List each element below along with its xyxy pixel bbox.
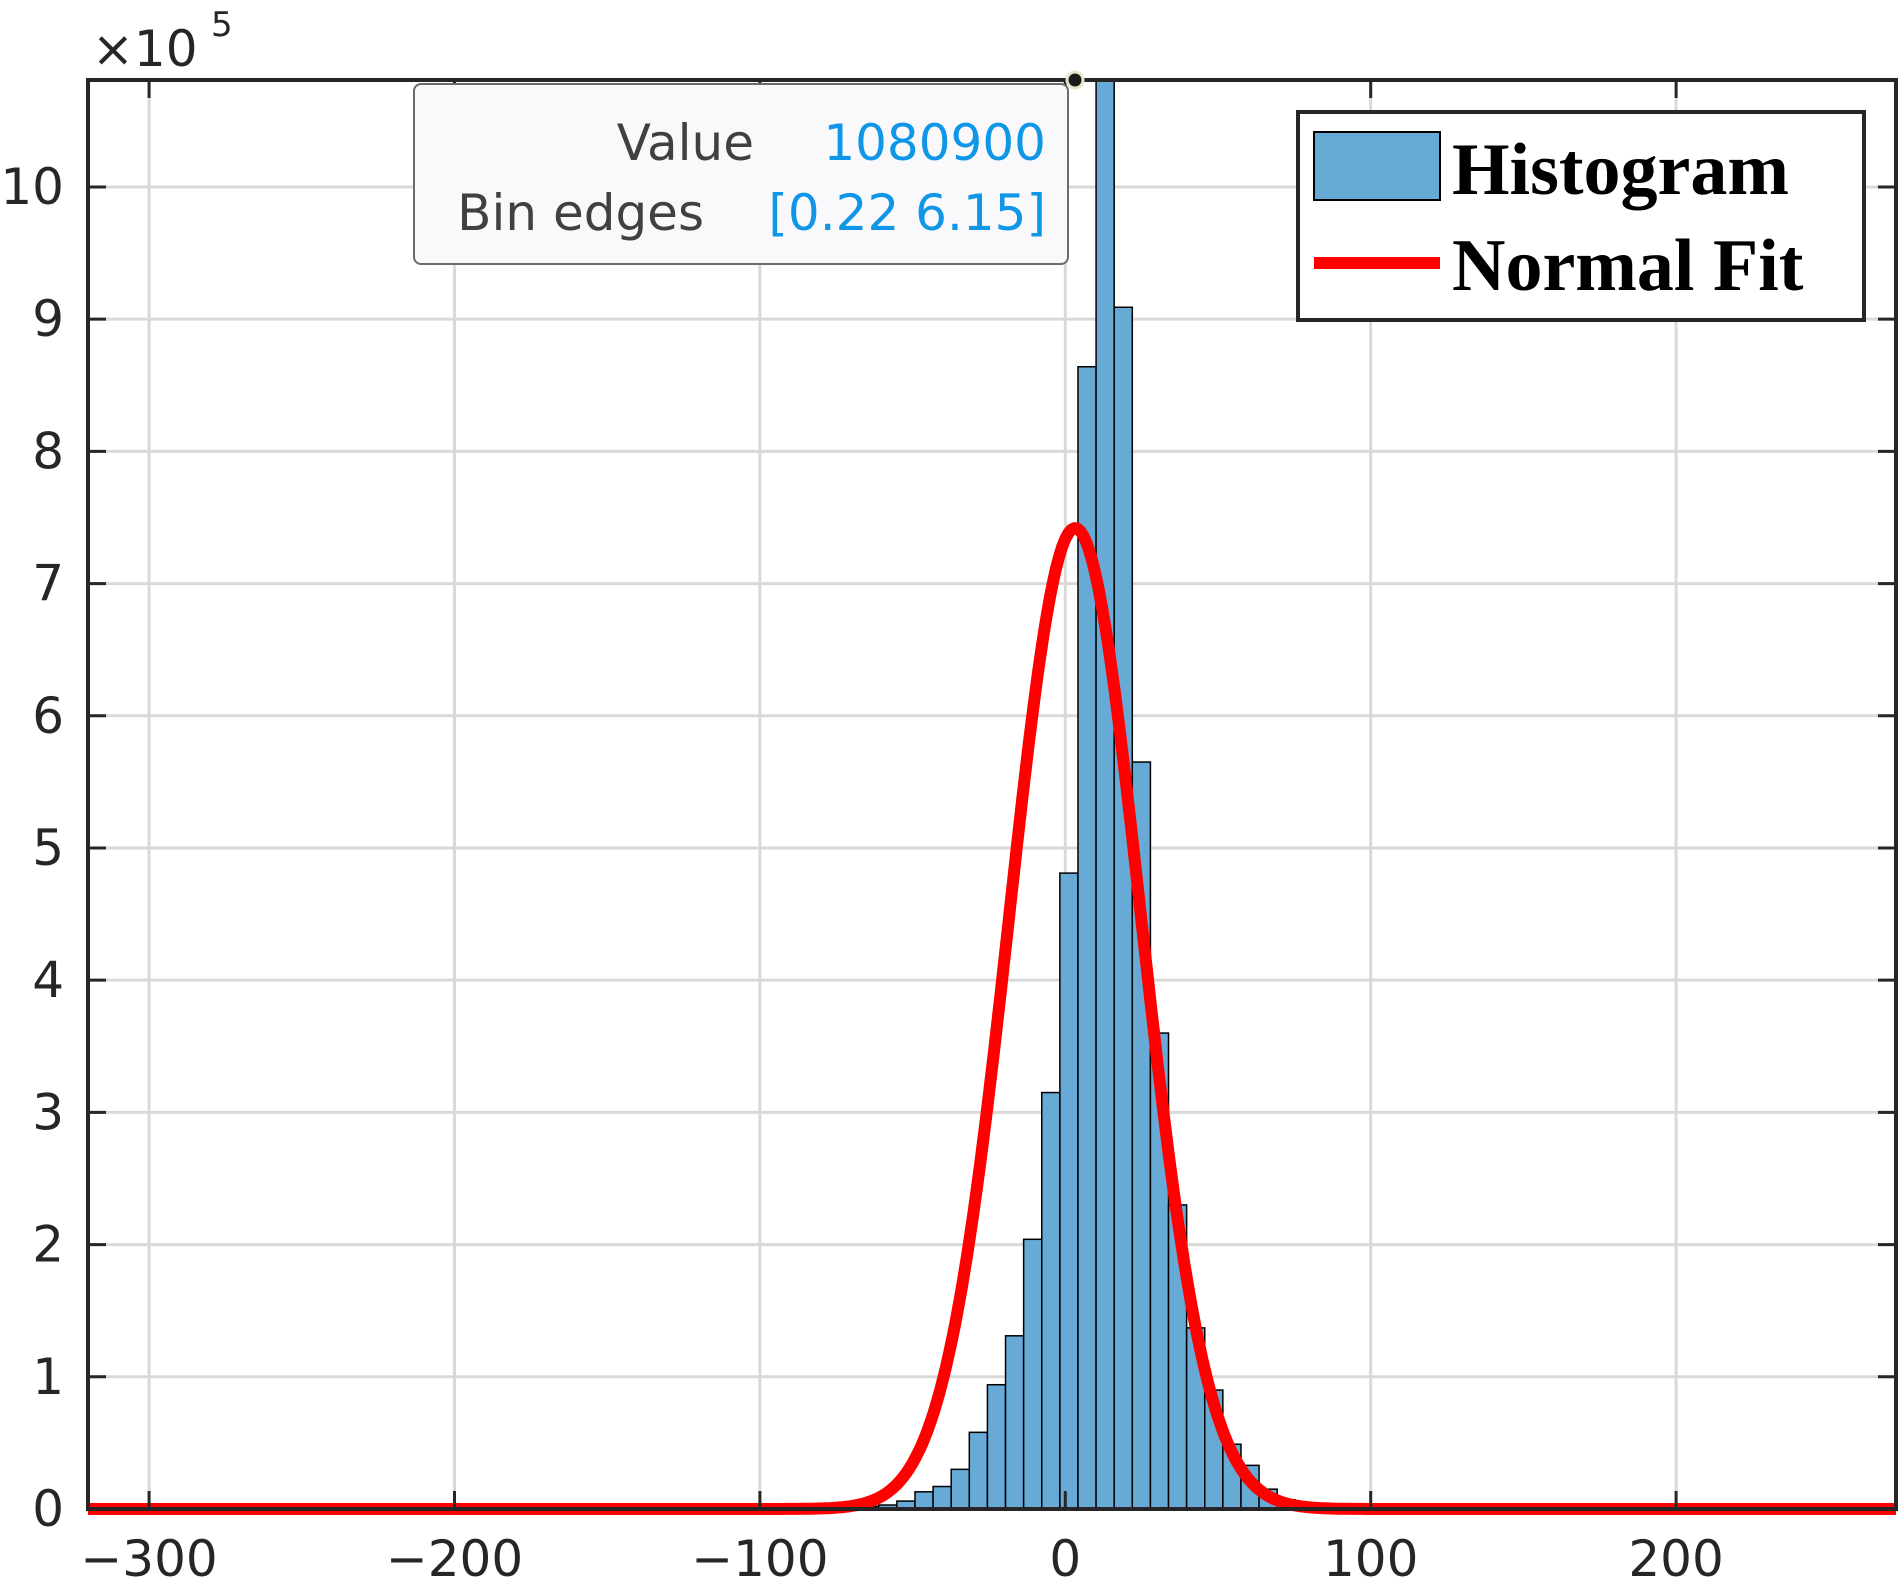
y-tick-label: 0 — [32, 1480, 64, 1538]
histogram-bar[interactable] — [968, 1431, 989, 1510]
x-tick-label: −200 — [386, 1530, 523, 1586]
datatip-box[interactable] — [413, 83, 1069, 265]
histogram-bar[interactable] — [932, 1485, 952, 1510]
x-tick-label: 0 — [1049, 1530, 1081, 1586]
x-tick-label: −100 — [691, 1530, 828, 1586]
y-tick-label: 5 — [32, 819, 64, 877]
y-tick-label: 3 — [32, 1083, 64, 1141]
legend: Histogram Normal Fit — [1296, 110, 1866, 322]
axis-ticks: −300 −200 −100 0 100 200 0 1 2 3 4 5 6 7 8 9 10 — [0, 80, 1896, 1588]
legend-histogram-label: Histogram — [1452, 129, 1789, 211]
histogram-bar[interactable] — [1059, 872, 1079, 1510]
y-tick-label: 4 — [32, 951, 64, 1009]
axes-box — [86, 78, 1898, 1511]
histogram-bar[interactable] — [1113, 306, 1134, 1510]
y-exponent-power: 5 — [211, 5, 233, 45]
y-tick-label: 8 — [32, 422, 64, 480]
histogram-bar[interactable] — [914, 1491, 934, 1510]
y-tick-label: 7 — [32, 555, 64, 613]
legend-fit-label: Normal Fit — [1452, 225, 1804, 307]
datatip-bin-value: [0.22 6.15] — [768, 184, 1046, 242]
histogram-bar[interactable] — [986, 1383, 1007, 1510]
datatip-marker[interactable] — [1065, 70, 1085, 90]
datatip-value-label: Value — [617, 114, 754, 172]
y-tick-label: 9 — [32, 290, 64, 348]
histogram-bar[interactable] — [1004, 1335, 1025, 1510]
x-tick-label: 200 — [1628, 1530, 1723, 1586]
y-exponent-label: ×10 5 — [92, 5, 233, 78]
datatip-value: 1080900 — [823, 114, 1046, 172]
legend-histogram-swatch — [1313, 131, 1441, 201]
y-exponent-base: ×10 — [92, 20, 198, 78]
histogram-bar[interactable] — [1022, 1238, 1043, 1510]
histogram-bar[interactable] — [1041, 1091, 1061, 1510]
y-tick-label: 2 — [32, 1216, 64, 1274]
x-tick-label: 100 — [1323, 1530, 1418, 1586]
datatip-bin-label: Bin edges — [457, 184, 704, 242]
histogram-bar[interactable] — [950, 1468, 971, 1510]
x-tick-label: −300 — [80, 1530, 217, 1586]
grid — [88, 80, 1896, 1509]
y-tick-label: 10 — [0, 158, 64, 216]
histogram-bar[interactable] — [1095, 79, 1115, 1510]
y-tick-label: 1 — [32, 1348, 64, 1406]
legend-box — [1296, 110, 1866, 322]
datatip[interactable]: Value 1080900 Bin edges [0.22 6.15] — [413, 70, 1085, 265]
y-tick-label: 6 — [32, 687, 64, 745]
